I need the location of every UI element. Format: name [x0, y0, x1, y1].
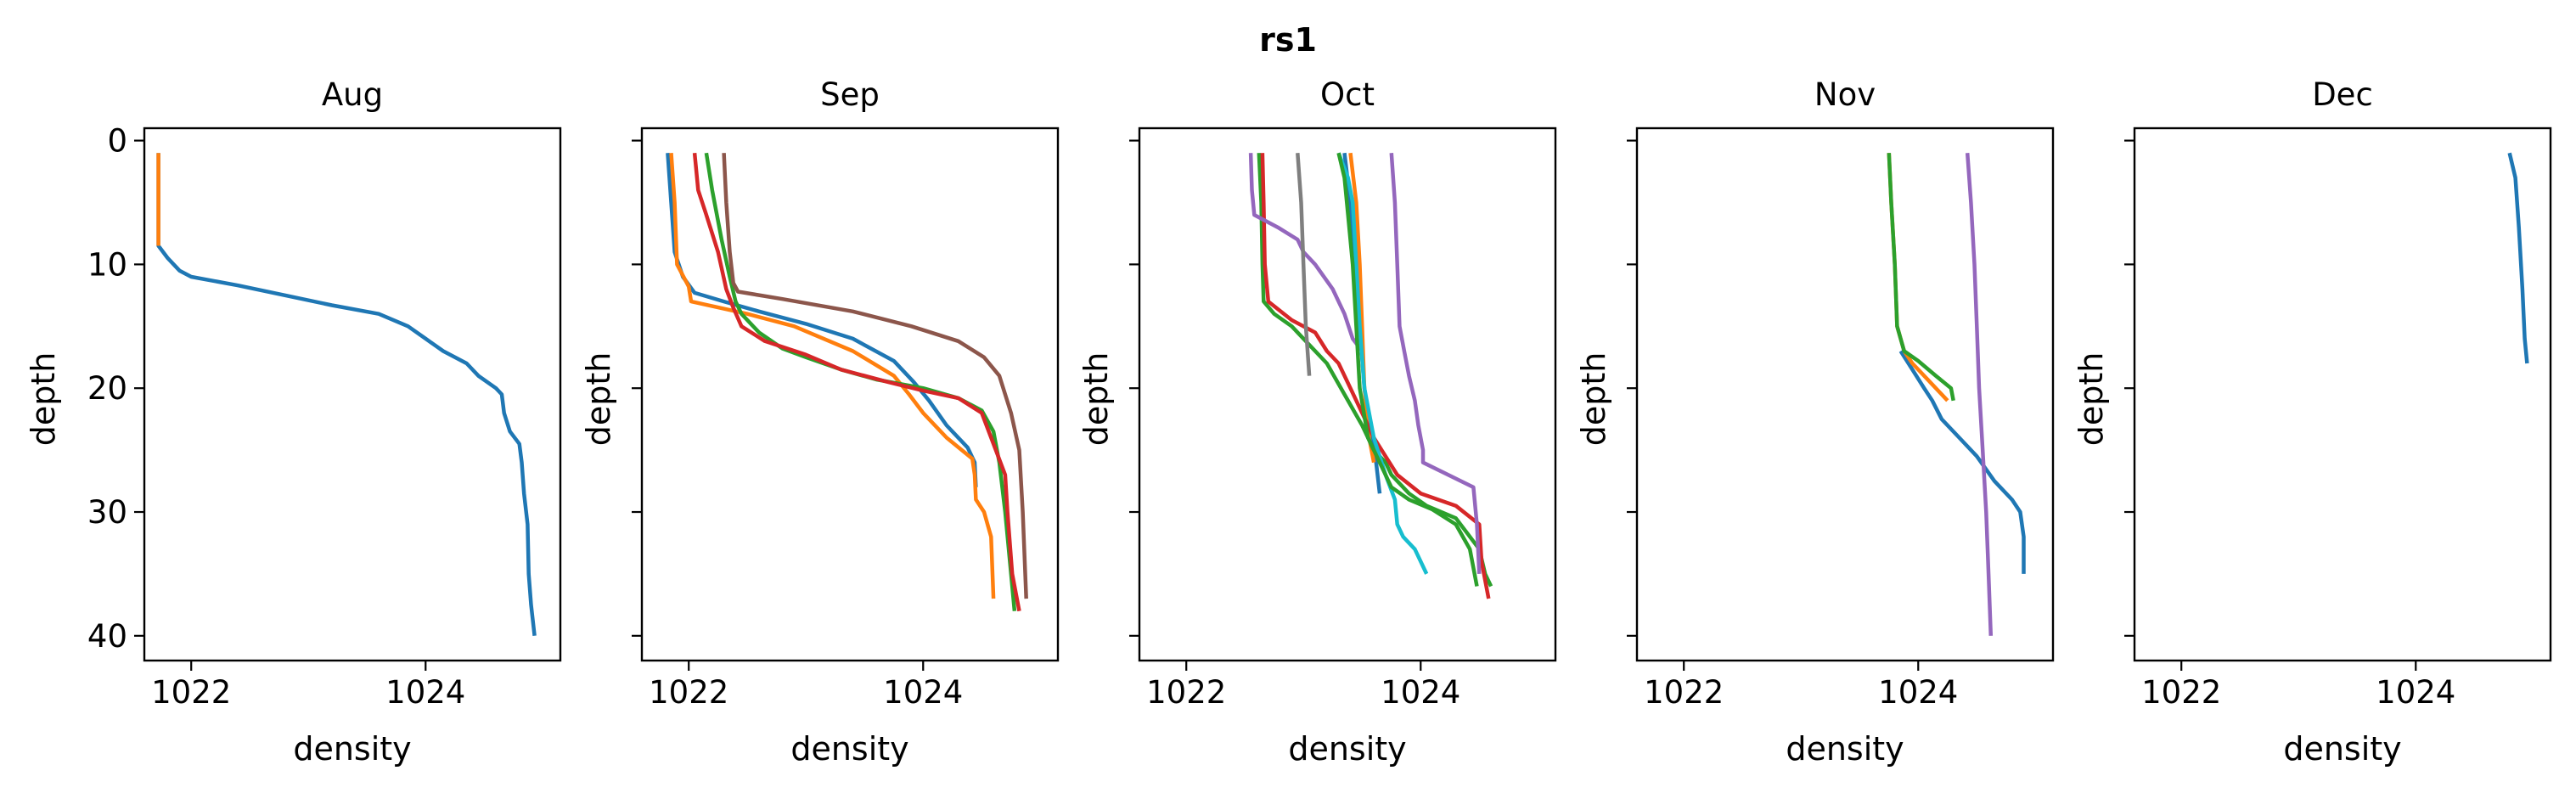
panel-dec: Dec density depth 1022 1024	[2073, 76, 2552, 768]
series-line-aug-1	[156, 153, 537, 637]
panel-title-aug: Aug	[322, 76, 383, 113]
plot-frame-oct	[1138, 127, 1557, 662]
y-axis-label-sep: depth	[580, 352, 617, 447]
series-line-dec-1	[2507, 152, 2529, 364]
series-line-sep-4	[692, 152, 1021, 612]
panel-title-nov: Nov	[1814, 76, 1876, 113]
x-tick-label-dec-1024: 1024	[2376, 674, 2455, 711]
series-line-sep-5	[722, 153, 1028, 599]
panel-title-oct: Oct	[1320, 76, 1375, 113]
x-tick-label-oct-1024: 1024	[1381, 674, 1460, 711]
x-tick-label-aug-1022: 1022	[151, 674, 231, 711]
y-tick-label-0: 0	[107, 123, 127, 160]
series-line-nov-3	[1887, 153, 1955, 402]
panel-title-dec: Dec	[2312, 76, 2373, 113]
plot-frame-aug	[143, 127, 562, 662]
y-tick-label-30: 30	[87, 494, 127, 531]
panel-aug: Aug density depth 1022 1024 0 10 20 30 40	[25, 76, 562, 768]
y-tick-label-40: 40	[87, 618, 127, 655]
figure-title: rs1	[1259, 21, 1317, 59]
series-line-oct-8	[1336, 152, 1429, 575]
panel-oct: Oct density depth 1022 1024	[1077, 76, 1557, 768]
x-axis-label-dec: density	[2283, 730, 2401, 768]
x-tick-label-dec-1022: 1022	[2141, 674, 2221, 711]
y-tick-label-20: 20	[87, 370, 127, 407]
y-axis-label-dec: depth	[2073, 352, 2110, 447]
x-tick-label-sep-1022: 1022	[649, 674, 728, 711]
y-axis-label-oct: depth	[1077, 352, 1115, 447]
x-tick-label-aug-1024: 1024	[385, 674, 465, 711]
y-axis-label-aug: depth	[25, 352, 62, 447]
series-line-oct-9	[1336, 152, 1479, 587]
x-axis-label-aug: density	[293, 730, 411, 768]
series-line-oct-3	[1257, 153, 1493, 588]
panel-nov: Nov density depth 1022 1024	[1575, 76, 2055, 768]
y-tick-label-10: 10	[87, 246, 127, 283]
panel-title-sep: Sep	[820, 76, 880, 113]
series-line-oct-4	[1260, 153, 1491, 599]
panel-sep: Sep density depth 1022 1024	[580, 76, 1060, 768]
x-tick-label-sep-1024: 1024	[883, 674, 963, 711]
series-line-nov-1	[1898, 350, 2026, 574]
x-tick-label-oct-1022: 1022	[1146, 674, 1226, 711]
plot-frame-nov	[1635, 127, 2055, 662]
plot-frame-sep	[640, 127, 1060, 662]
x-axis-label-oct: density	[1288, 730, 1406, 768]
plot-frame-dec	[2133, 127, 2552, 662]
series-line-oct-6	[1389, 153, 1482, 575]
series-line-nov-4	[1965, 153, 1994, 636]
x-tick-label-nov-1024: 1024	[1878, 674, 1958, 711]
x-axis-label-sep: density	[790, 730, 908, 768]
x-axis-label-nov: density	[1786, 730, 1904, 768]
x-tick-label-nov-1022: 1022	[1644, 674, 1724, 711]
y-axis-label-nov: depth	[1575, 352, 1612, 447]
series-line-oct-7	[1296, 153, 1312, 376]
